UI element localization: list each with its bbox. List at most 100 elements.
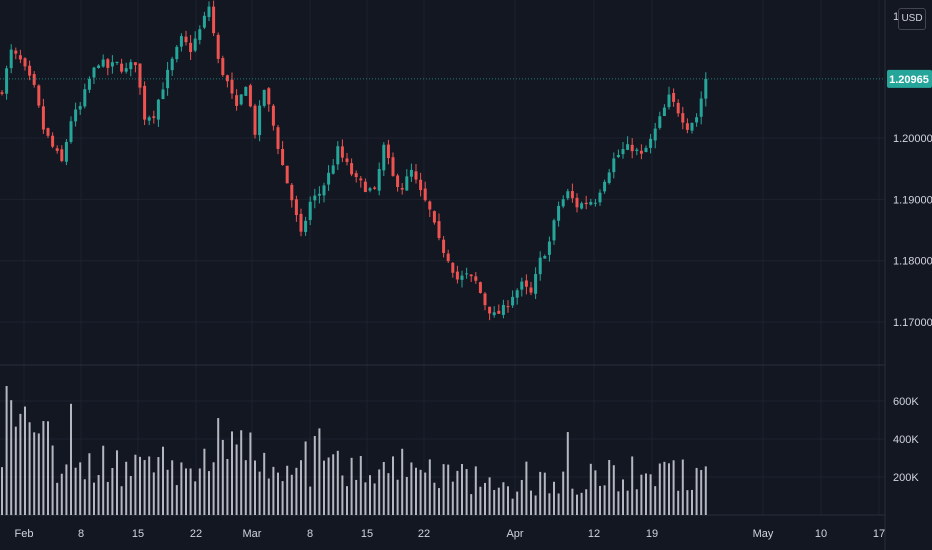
candle-down [524, 274, 528, 295]
volume-bar [479, 486, 482, 515]
candle-up [83, 83, 87, 109]
volume-bar [304, 441, 307, 515]
volume-bar [543, 472, 546, 515]
candle-up [313, 188, 317, 209]
volume-bar [93, 482, 95, 515]
candle-down [184, 30, 188, 46]
candle-up [92, 66, 96, 85]
volume-pane[interactable] [1, 385, 707, 515]
volume-bar [249, 432, 252, 515]
candle-down [497, 304, 501, 314]
volume-bar [677, 490, 680, 515]
volume-bar [539, 471, 542, 515]
volume-bar [599, 485, 601, 515]
volume-bar [281, 481, 284, 515]
candle-up [607, 168, 611, 185]
volume-bar [401, 448, 404, 515]
volume-bar [704, 466, 707, 515]
volume-bar [323, 460, 325, 515]
candle-up [244, 86, 248, 96]
volume-bar [203, 448, 206, 515]
volume-axis[interactable]: 600K 400K 200K [893, 396, 919, 484]
time-tick-label: 19 [646, 528, 658, 540]
candle-up [543, 254, 547, 259]
candle-down [391, 152, 395, 177]
candle-down [685, 118, 689, 134]
last-price-badge-text: 1.20965 [889, 74, 929, 86]
volume-bar [438, 488, 440, 515]
volume-bar [65, 464, 68, 515]
time-axis[interactable]: Feb 8 15 22 Mar 8 15 22 Apr 12 19 May 10 17 [15, 528, 886, 540]
volume-bar [152, 472, 155, 515]
candle-up [704, 72, 708, 107]
volume-bar [470, 494, 473, 515]
candle-down [488, 306, 492, 321]
volume-bar [484, 482, 486, 515]
volume-bar [143, 460, 146, 515]
candle-down [506, 300, 510, 313]
candle-up [566, 188, 570, 201]
volume-bar [668, 463, 670, 515]
price-pane[interactable] [0, 0, 708, 321]
time-tick-label: 10 [815, 528, 827, 540]
candle-down [584, 195, 588, 210]
volume-tick-label: 400K [893, 434, 919, 446]
volume-bar [346, 486, 348, 515]
candle-up [460, 270, 464, 288]
volume-bar [111, 467, 114, 515]
time-tick-label: Apr [506, 528, 523, 540]
candle-down [267, 87, 271, 112]
candle-down [120, 58, 124, 74]
candle-up [124, 62, 128, 74]
volume-bar [47, 421, 49, 515]
volume-bar [51, 445, 54, 515]
time-tick-label: Feb [15, 528, 34, 540]
candle-up [193, 31, 197, 53]
candle-down [41, 98, 45, 134]
candle-down [681, 106, 685, 130]
candle-down [55, 145, 59, 154]
price-tick-label: 1.17000 [893, 317, 932, 329]
candle-down [46, 127, 50, 138]
volume-bar [451, 481, 454, 515]
volume-bar [226, 458, 229, 515]
time-tick-label: 8 [307, 528, 313, 540]
candle-down [299, 208, 303, 237]
candle-down [396, 173, 400, 192]
candle-down [570, 183, 574, 203]
price-axis[interactable]: 1.20000 1.19000 1.18000 1.17000 [893, 133, 932, 329]
volume-bar [502, 482, 505, 515]
candle-up [547, 236, 551, 262]
volume-bar [612, 465, 615, 515]
volume-tick-label: 200K [893, 472, 919, 484]
candle-down [437, 213, 441, 241]
currency-button[interactable]: USD [898, 8, 926, 30]
candle-down [133, 62, 137, 73]
candle-up [87, 76, 91, 93]
candle-up [9, 44, 13, 74]
candle-down [23, 57, 27, 71]
candle-up [74, 102, 78, 127]
volume-bar [681, 459, 684, 515]
volume-bar [189, 468, 192, 515]
volume-bar [5, 385, 8, 515]
volume-bar [139, 456, 141, 515]
volume-bar [14, 426, 17, 515]
volume-bar [548, 493, 551, 515]
volume-bar [318, 428, 321, 515]
volume-bar [162, 446, 164, 515]
candle-up [101, 54, 105, 68]
volume-bar [56, 482, 59, 515]
volume-bar [442, 464, 445, 515]
candle-down [271, 104, 275, 131]
last-price-badge-bg [887, 69, 932, 88]
volume-bar [695, 467, 698, 515]
volume-bar [194, 481, 197, 515]
candle-up [534, 267, 538, 300]
candle-down [478, 281, 482, 294]
volume-bar [166, 469, 169, 515]
candle-down [285, 165, 289, 184]
volume-bar [208, 471, 210, 515]
candle-down [359, 176, 363, 188]
